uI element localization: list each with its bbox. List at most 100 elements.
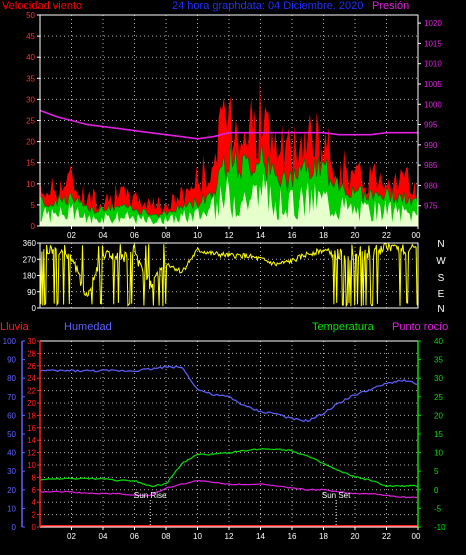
rain-ytick-label: 20	[27, 399, 36, 408]
temperature-ytick-label: 25	[434, 393, 443, 402]
temperature-ytick-label: -10	[434, 523, 446, 532]
wind-ytick-label: 30	[26, 95, 35, 104]
pressure-ytick-label: 985	[424, 161, 438, 170]
pressure-ytick-label: 995	[424, 121, 438, 130]
wind-xtick-label: 04	[99, 231, 108, 240]
temperature-ytick-label: 30	[434, 374, 443, 383]
rain-ytick-label: 0	[32, 523, 37, 532]
rain-ytick-label: 16	[27, 424, 36, 433]
temp-xtick-label: 18	[319, 532, 328, 541]
pressure-ytick-label: 1005	[424, 80, 442, 89]
temperature-title: Temperatura	[312, 321, 374, 333]
wind-ytick-label: 25	[26, 117, 35, 126]
wind-ytick-label: 20	[26, 138, 35, 147]
temp-xtick-label: 20	[351, 532, 360, 541]
rain-ytick-label: 10	[27, 461, 36, 470]
wind-ytick-label: 15	[26, 159, 35, 168]
rain-ytick-label: 26	[27, 362, 36, 371]
temperature-ytick-label: 5	[434, 467, 439, 476]
humidity-ytick-label: 30	[7, 467, 16, 476]
humidity-ytick-label: 50	[7, 430, 16, 439]
compass-label-s: S	[438, 273, 445, 284]
pressure-ytick-label: 980	[424, 181, 438, 190]
rain-ytick-label: 22	[27, 387, 36, 396]
temperature-ytick-label: 40	[434, 337, 443, 346]
wind-xtick-label: 12	[225, 231, 234, 240]
dew-point-line	[39, 479, 419, 499]
rain-ytick-label: 8	[32, 473, 37, 482]
humidity-ytick-label: 60	[7, 411, 16, 420]
dew-point-title: Punto rocío	[392, 321, 449, 333]
humidity-ytick-label: 10	[7, 504, 16, 513]
temp-xtick-label: 22	[382, 532, 391, 541]
humidity-ytick-label: 80	[7, 374, 16, 383]
wind-xtick-label: 22	[382, 231, 391, 240]
wind-xtick-label: 10	[193, 231, 202, 240]
rain-ytick-label: 14	[27, 436, 36, 445]
rain-ytick-label: 12	[27, 449, 36, 458]
temperature-line	[39, 448, 419, 488]
wind-ytick-label: 45	[26, 32, 35, 41]
direction-ytick-label: 360	[23, 239, 37, 248]
compass-label-w: W	[436, 256, 446, 267]
temp-xtick-label: 08	[162, 532, 171, 541]
direction-ytick-label: 270	[23, 255, 37, 264]
temperature-ytick-label: 10	[434, 449, 443, 458]
pressure-ytick-label: 990	[424, 141, 438, 150]
rain-ytick-label: 4	[32, 498, 37, 507]
rain-ytick-label: 30	[27, 337, 36, 346]
wind-ytick-label: 50	[26, 11, 35, 20]
wind-xtick-label: 14	[256, 231, 265, 240]
temperature-ytick-label: 20	[434, 411, 443, 420]
wind-speed-title: Velocidad viento	[2, 0, 83, 12]
wind-minimum-area	[40, 173, 418, 226]
rain-title: Lluvia	[0, 321, 29, 333]
humidity-ytick-label: 100	[3, 337, 17, 346]
rain-ytick-label: 2	[32, 511, 37, 520]
compass-label-n: N	[437, 304, 444, 315]
wind-xtick-label: 06	[130, 231, 139, 240]
temp-grid	[40, 341, 418, 527]
sun-rise-label: Sun Rise	[134, 491, 167, 500]
wind-xtick-label: 16	[288, 231, 297, 240]
temp-xtick-label: 12	[225, 532, 234, 541]
pressure-ytick-label: 1020	[424, 19, 442, 28]
wind-xtick-label: 18	[319, 231, 328, 240]
temp-xtick-label: 10	[193, 532, 202, 541]
sun-set-label: Sun Set	[322, 491, 351, 500]
humidity-ytick-label: 20	[7, 486, 16, 495]
temp-xtick-label: 00	[412, 532, 421, 541]
temp-xtick-label: 16	[288, 532, 297, 541]
wind-xtick-label: 02	[67, 231, 76, 240]
rain-ytick-label: 28	[27, 349, 36, 358]
wind-xtick-label: 00	[412, 231, 421, 240]
wind-ytick-label: 40	[26, 53, 35, 62]
pressure-title: Presión	[372, 0, 410, 12]
rain-ytick-label: 24	[27, 374, 36, 383]
wind-ytick-label: 5	[31, 201, 36, 210]
pressure-ytick-label: 1000	[424, 100, 442, 109]
humidity-line	[39, 365, 419, 423]
pressure-line	[39, 109, 418, 140]
temp-xtick-label: 02	[67, 532, 76, 541]
wind-ytick-label: 0	[31, 222, 36, 231]
pressure-ytick-label: 1015	[424, 39, 442, 48]
rain-ytick-label: 18	[27, 411, 36, 420]
direction-ytick-label: 180	[23, 272, 37, 281]
humidity-ytick-label: 0	[12, 523, 17, 532]
graph-date-title: 24 hora graphdata: 04 Diciembre. 2020	[172, 0, 364, 12]
wind-average-line	[39, 142, 419, 218]
temperature-ytick-label: 35	[434, 356, 443, 365]
compass-label-e: E	[438, 289, 445, 300]
temperature-ytick-label: -5	[434, 504, 442, 513]
humidity-title: Humedad	[64, 321, 112, 333]
wind-xtick-label: 08	[162, 231, 171, 240]
rain-ytick-label: 6	[32, 486, 37, 495]
humidity-ytick-label: 70	[7, 393, 16, 402]
wind-ytick-label: 10	[26, 180, 35, 189]
pressure-ytick-label: 975	[424, 202, 438, 211]
wind-xtick-label: 20	[351, 231, 360, 240]
direction-ytick-label: 90	[27, 288, 36, 297]
wind-direction-line	[39, 242, 419, 308]
